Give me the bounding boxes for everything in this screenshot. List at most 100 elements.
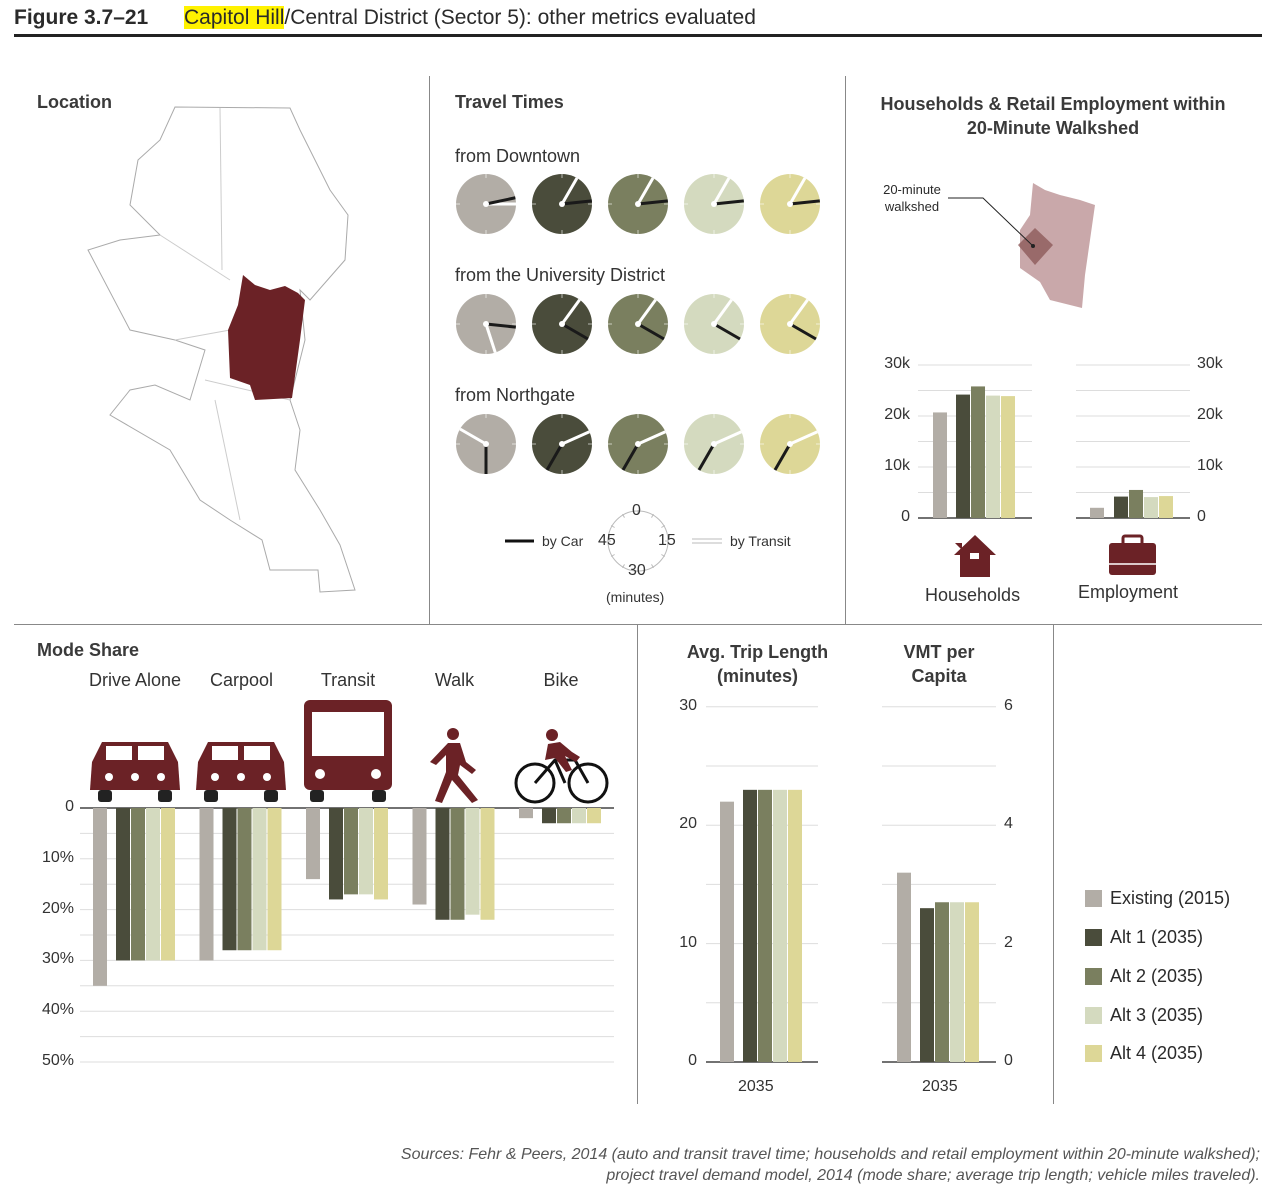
divider [429,76,430,624]
y-tick-label: 10k [1197,457,1223,474]
row-label: from the University District [455,265,666,285]
transit-hand [636,298,657,325]
bus-light [315,769,325,779]
car-hand [561,322,589,341]
bike-wheel [514,762,556,804]
employment-bar [1159,496,1173,518]
car-light [263,773,271,781]
clock-center [711,441,717,447]
trip-length-bar [743,789,757,1062]
vmt-bar [965,902,979,1062]
y-tick-label: 50% [41,1052,74,1069]
legend-clock-tick [651,564,654,569]
transit-hand [561,430,591,446]
mode-share-bar [267,808,282,951]
households-bar [956,394,970,518]
car-light [211,773,219,781]
car-icon [90,742,180,790]
households-bar [1001,396,1015,518]
legend-alt4: Alt 4 (2035) [1085,1043,1203,1064]
y-tick-label: 10% [41,848,74,866]
clock-tick-label: 15 [658,532,676,549]
legend-alt1: Alt 1 (2035) [1085,927,1203,948]
legend-clock-tick [622,564,625,569]
y-tick-label: 2 [1004,933,1013,951]
divider [14,624,1262,625]
vmt-bar [897,872,911,1062]
clock-center [559,441,565,447]
briefcase-handle [1121,534,1144,547]
legend-clock-tick [651,513,654,518]
car-light [131,773,139,781]
mode-label: Transit [320,670,376,690]
y-tick-label: 20k [1197,406,1223,423]
clock-center [787,321,793,327]
clock-center [635,321,641,327]
y-tick-label: 30% [41,950,74,968]
legend-alt3: Alt 3 (2035) [1085,1005,1203,1026]
legend-alt2: Alt 2 (2035) [1085,966,1203,987]
walkshed-title: Households & Retail Employment within 20… [880,94,1226,138]
transit-hand [788,177,807,205]
row-label: from Northgate [455,385,576,405]
bike-wheel [567,762,609,804]
location-title: Location [37,92,112,112]
divider [637,624,638,1104]
mode-share-bar [222,808,237,951]
employment-bar [1114,496,1128,518]
trip-length-bar [773,789,787,1062]
mode-share-bar [450,808,465,920]
y-tick-label: 20% [41,899,74,917]
legend-car: by Car [542,533,584,549]
car-hand [713,322,741,341]
clock-center [483,201,489,207]
transit-hand [637,430,667,446]
vmt-title: VMT per Capita [903,642,975,686]
wheel [204,790,218,802]
car-window [212,746,238,760]
mode-label: Walk [434,670,475,690]
mode-share-bar [412,808,427,905]
mode-share-bar [306,808,320,880]
legend-clock-tick [661,554,666,557]
transit-hand [636,177,655,205]
employment-bar [1129,489,1143,518]
car-hand [697,443,716,471]
bike-icon-head [546,729,558,741]
car-light [157,773,165,781]
clock-center [559,201,565,207]
legend-existing: Existing (2015) [1085,888,1230,909]
walkshed-map [948,183,1095,308]
employment-label: Employment [1078,582,1179,602]
mode-share-title: Mode Share [37,640,140,660]
transit-hand [713,430,743,446]
car-hand [789,199,820,206]
transit-hand [484,323,497,353]
clock-tick-label: 45 [598,532,616,549]
travel-times-title: Travel Times [455,92,564,112]
y-tick-label: 30k [1197,355,1223,372]
walk-icon [430,743,478,803]
clock-center [635,201,641,207]
mode-share-bar [252,808,267,951]
transit-hand [712,177,731,205]
row-label: from Downtown [455,146,581,166]
car-icon [196,742,286,790]
trip-length-bar [720,801,734,1062]
wheel [310,790,324,802]
trip-length-bar [788,789,802,1062]
mode-share-bar [344,808,358,895]
y-tick-label: 30 [679,696,697,714]
clock-tick-label: 30 [628,562,646,579]
transit-hand [789,430,819,446]
car-light [237,773,245,781]
car-light [105,773,113,781]
y-tick-label: 40% [41,1001,74,1019]
clock-tick-label: 0 [632,502,641,519]
clock-center [787,441,793,447]
car-window [138,746,164,760]
wheel [158,790,172,802]
x-label: 2035 [922,1078,958,1095]
